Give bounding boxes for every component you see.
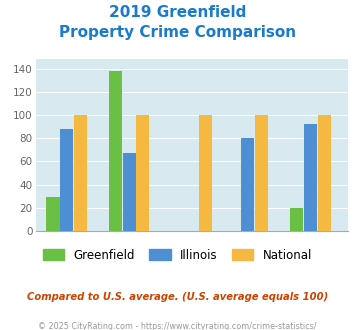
Bar — [241, 138, 255, 231]
Bar — [255, 115, 268, 231]
Bar — [123, 153, 136, 231]
Bar — [304, 124, 317, 231]
Bar — [74, 115, 87, 231]
Bar — [60, 129, 73, 231]
Bar — [318, 115, 331, 231]
Bar — [199, 115, 212, 231]
Bar — [136, 115, 149, 231]
Text: 2019 Greenfield: 2019 Greenfield — [109, 5, 246, 20]
Text: © 2025 CityRating.com - https://www.cityrating.com/crime-statistics/: © 2025 CityRating.com - https://www.city… — [38, 322, 317, 330]
Text: Property Crime Comparison: Property Crime Comparison — [59, 25, 296, 40]
Legend: Greenfield, Illinois, National: Greenfield, Illinois, National — [38, 244, 317, 266]
Bar — [47, 197, 60, 231]
Text: Compared to U.S. average. (U.S. average equals 100): Compared to U.S. average. (U.S. average … — [27, 292, 328, 302]
Bar — [290, 208, 303, 231]
Bar — [109, 71, 122, 231]
